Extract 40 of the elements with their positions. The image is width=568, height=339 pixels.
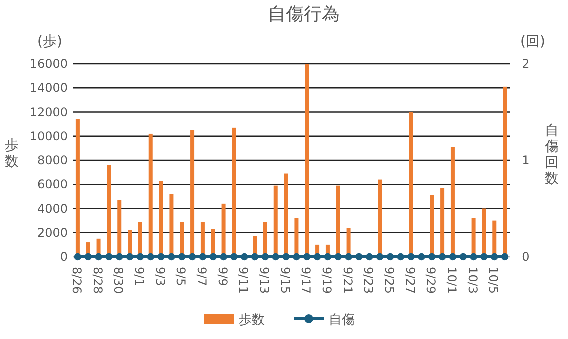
x-tick-label: 9/1	[132, 267, 146, 286]
x-tick-label: 9/7	[194, 267, 209, 286]
y-tick-label: 8000	[37, 154, 68, 168]
x-tick-label: 9/5	[174, 267, 188, 286]
x-tick-label: 8/28	[90, 267, 105, 294]
y-tick-label: 2000	[37, 226, 68, 240]
y2-tick-label: 1	[522, 154, 530, 168]
x-tick-label: 9/25	[382, 267, 396, 294]
x-tick-label: 9/17	[299, 267, 314, 294]
y-tick-label: 12000	[30, 105, 68, 120]
y-tick-label: 14000	[30, 81, 68, 96]
x-tick-label: 9/15	[278, 267, 292, 294]
x-tick-label: 9/29	[424, 267, 438, 294]
x-tick-label: 9/21	[340, 267, 355, 294]
x-tick-label: 9/19	[320, 267, 334, 294]
legend-label: 歩数	[239, 313, 265, 328]
x-tick-label: 9/27	[403, 267, 418, 294]
x-tick-label: 9/23	[362, 267, 376, 294]
x-tick-label: 9/3	[153, 267, 168, 286]
y-tick-label: 0	[60, 250, 68, 264]
y-tick-label: 16000	[30, 57, 68, 71]
y2-tick-label: 2	[522, 57, 530, 71]
y2-tick-label: 0	[522, 250, 530, 264]
x-tick-label: 9/11	[236, 267, 251, 294]
x-tick-label: 8/30	[112, 267, 126, 294]
y-tick-label: 4000	[37, 202, 68, 216]
y2-axis-title: 自傷回数	[544, 123, 559, 187]
text: (歩)	[38, 34, 62, 50]
legend-label: 自傷	[329, 313, 355, 328]
chart-title: 自傷行為	[268, 4, 340, 25]
x-tick-label: 10/5	[486, 267, 501, 294]
x-tick-label: 10/1	[444, 267, 459, 294]
y-axis-title: 歩数	[5, 138, 19, 170]
x-tick-label: 9/9	[216, 267, 230, 286]
x-tick-label: 8/26	[70, 267, 84, 294]
x-tick-label: 10/3	[466, 267, 480, 294]
y-tick-label: 6000	[37, 178, 68, 192]
x-tick-label: 9/13	[257, 267, 272, 294]
y-tick-label: 10000	[30, 129, 68, 144]
text: (回)	[520, 34, 546, 50]
